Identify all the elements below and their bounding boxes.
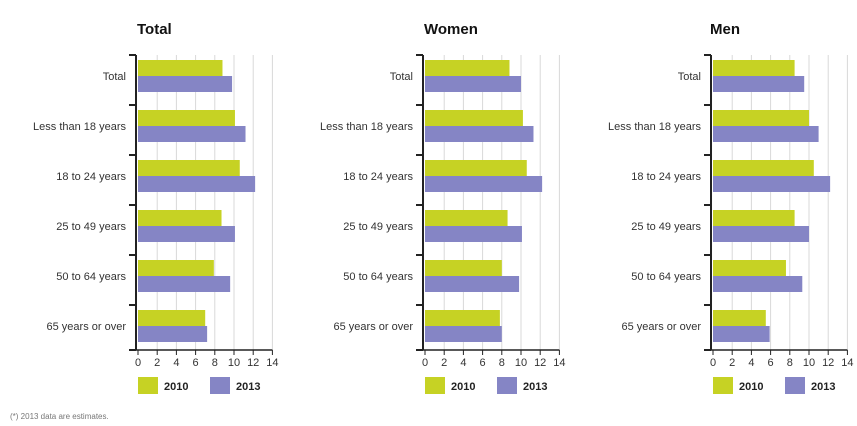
x-tick-label: 4 (748, 357, 754, 369)
bar-2013 (425, 176, 543, 192)
x-tick-label: 14 (553, 357, 565, 369)
x-tick-label: 2 (729, 357, 735, 369)
bar-2010 (138, 260, 214, 276)
legend-swatch-2010 (425, 377, 445, 394)
legend-swatch-2013 (497, 377, 517, 394)
bar-2013 (713, 76, 805, 92)
legend-swatch-2010 (138, 377, 158, 394)
x-tick-label: 10 (803, 357, 815, 369)
x-tick-label: 4 (173, 357, 179, 369)
bar-2010 (713, 160, 814, 176)
bar-2010 (138, 210, 222, 226)
x-tick-label: 0 (710, 357, 716, 369)
category-label: Less than 18 years (608, 121, 701, 133)
panel-title: Men (710, 21, 740, 38)
legend-label: 2010 (451, 381, 475, 393)
bar-2010 (713, 260, 786, 276)
bar-2013 (425, 326, 502, 342)
bar-2010 (138, 160, 240, 176)
x-tick-label: 12 (534, 357, 546, 369)
x-tick-label: 14 (266, 357, 278, 369)
x-tick-label: 6 (480, 357, 486, 369)
bar-2013 (713, 326, 770, 342)
bar-2013 (138, 126, 246, 142)
category-label: 65 years or over (622, 321, 702, 333)
category-label: 65 years or over (334, 321, 414, 333)
x-tick-label: 10 (515, 357, 527, 369)
x-tick-label: 2 (441, 357, 447, 369)
category-label: 18 to 24 years (56, 171, 126, 183)
category-label: Total (390, 71, 413, 83)
legend-label: 2010 (164, 381, 188, 393)
x-tick-label: 6 (768, 357, 774, 369)
category-label: 18 to 24 years (631, 171, 701, 183)
legend-swatch-2013 (210, 377, 230, 394)
panel-title: Women (424, 21, 478, 38)
bar-2013 (425, 226, 522, 242)
legend-label: 2010 (739, 381, 763, 393)
bar-2013 (713, 276, 803, 292)
bar-2010 (425, 160, 527, 176)
x-tick-label: 6 (193, 357, 199, 369)
bar-2010 (425, 110, 523, 126)
category-label: 65 years or over (47, 321, 127, 333)
x-tick-label: 0 (422, 357, 428, 369)
category-label: Less than 18 years (33, 121, 126, 133)
x-tick-label: 10 (228, 357, 240, 369)
legend-swatch-2010 (713, 377, 733, 394)
x-tick-label: 8 (212, 357, 218, 369)
category-label: Less than 18 years (320, 121, 413, 133)
bar-2010 (713, 110, 809, 126)
x-tick-label: 2 (154, 357, 160, 369)
category-label: 25 to 49 years (631, 221, 701, 233)
legend-label: 2013 (523, 381, 547, 393)
category-label: Total (678, 71, 701, 83)
bar-2013 (713, 176, 831, 192)
bar-2010 (425, 310, 500, 326)
legend-label: 2013 (811, 381, 835, 393)
bar-2013 (713, 126, 819, 142)
bar-2010 (425, 260, 502, 276)
bar-2010 (138, 110, 235, 126)
bar-2010 (713, 60, 795, 76)
bar-2013 (138, 226, 235, 242)
bar-2013 (138, 76, 233, 92)
category-label: Total (103, 71, 126, 83)
bar-2010 (425, 210, 508, 226)
category-label: 25 to 49 years (56, 221, 126, 233)
bar-2010 (713, 310, 766, 326)
x-tick-label: 12 (247, 357, 259, 369)
bar-2010 (138, 310, 206, 326)
bar-2010 (138, 60, 223, 76)
bar-2013 (425, 276, 520, 292)
footnote: (*) 2013 data are estimates. (10, 412, 109, 421)
x-tick-label: 0 (135, 357, 141, 369)
bar-2013 (138, 176, 256, 192)
legend-swatch-2013 (785, 377, 805, 394)
bar-2010 (425, 60, 510, 76)
bar-2010 (713, 210, 795, 226)
category-label: 50 to 64 years (631, 271, 701, 283)
bar-2013 (138, 276, 231, 292)
x-tick-label: 12 (822, 357, 834, 369)
x-tick-label: 8 (499, 357, 505, 369)
panel-title: Total (137, 21, 172, 38)
bar-2013 (425, 76, 521, 92)
bar-2013 (138, 326, 208, 342)
legend-label: 2013 (236, 381, 260, 393)
category-label: 50 to 64 years (56, 271, 126, 283)
bar-2013 (713, 226, 809, 242)
x-tick-label: 8 (787, 357, 793, 369)
category-label: 18 to 24 years (343, 171, 413, 183)
bar-2013 (425, 126, 534, 142)
x-tick-label: 14 (841, 357, 853, 369)
category-label: 50 to 64 years (343, 271, 413, 283)
x-tick-label: 4 (460, 357, 466, 369)
category-label: 25 to 49 years (343, 221, 413, 233)
